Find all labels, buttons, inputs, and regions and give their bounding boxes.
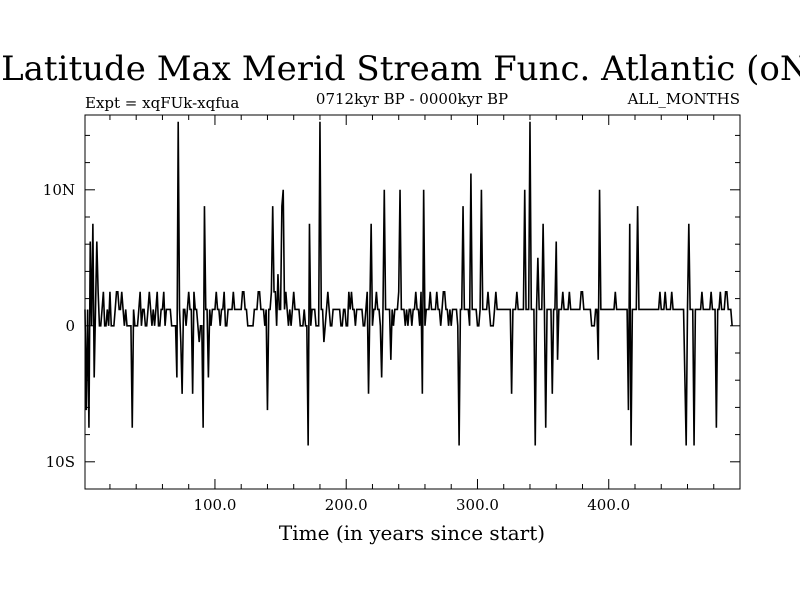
y-tick-label: 0 <box>65 317 75 335</box>
plot-frame <box>84 114 741 490</box>
x-minor-ticks <box>109 115 715 489</box>
x-tick-label: 400.0 <box>587 496 630 514</box>
y-tick-labels: 10N 0 10S <box>43 181 75 471</box>
series-line <box>84 121 733 446</box>
y-tick-label: 10S <box>46 453 75 471</box>
x-major-ticks <box>214 115 610 489</box>
series-group <box>84 121 733 446</box>
x-tick-labels: 100.0 200.0 300.0 400.0 <box>193 496 630 514</box>
x-tick-label: 300.0 <box>456 496 499 514</box>
x-tick-label: 200.0 <box>325 496 368 514</box>
experiment-label: Expt = xqFUk-xqfua <box>85 94 239 112</box>
x-tick-label: 100.0 <box>193 496 236 514</box>
period-label: 0712kyr BP - 0000kyr BP <box>316 90 508 108</box>
chart-title: Latitude Max Merid Stream Func. Atlantic… <box>1 49 800 89</box>
y-tick-label: 10N <box>43 181 75 199</box>
x-axis-label: Time (in years since start) <box>279 521 545 545</box>
plot-area <box>84 114 741 490</box>
months-label: ALL_MONTHS <box>627 90 740 108</box>
